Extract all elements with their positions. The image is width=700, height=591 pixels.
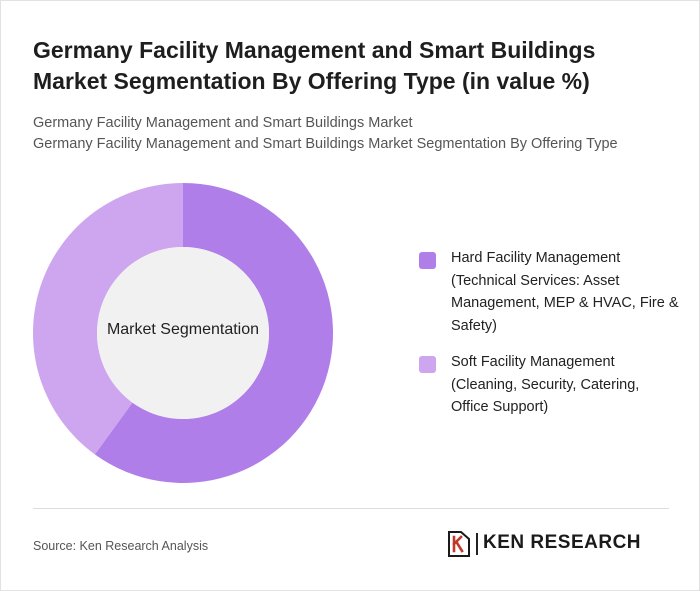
subtitle-line-1: Germany Facility Management and Smart Bu…	[33, 115, 413, 131]
donut-slice-2	[32, 183, 183, 455]
donut-center-label: Market Segmentation	[106, 321, 260, 338]
legend-swatch	[419, 252, 436, 269]
chart-legend: Hard Facility Management (Technical Serv…	[419, 247, 679, 433]
legend-label: Hard Facility Management (Technical Serv…	[451, 250, 679, 334]
legend-label: Soft Facility Management (Cleaning, Secu…	[451, 354, 640, 415]
logo-separator	[476, 533, 478, 555]
ken-research-logo: KEN RESEARCH	[447, 529, 671, 559]
source-note: Source: Ken Research Analysis	[33, 539, 209, 553]
ken-research-logo-icon	[448, 531, 470, 557]
logo-text: KEN RESEARCH	[483, 532, 642, 553]
donut-chart	[32, 183, 333, 483]
chart-title: Germany Facility Management and Smart Bu…	[33, 37, 596, 94]
footer-divider	[33, 508, 669, 509]
legend-swatch	[419, 356, 436, 373]
subtitle-line-2: Germany Facility Management and Smart Bu…	[33, 136, 618, 152]
donut-center	[97, 247, 269, 419]
chart-subtitle: Germany Facility Management and Smart Bu…	[33, 113, 683, 155]
legend-item-1: Hard Facility Management (Technical Serv…	[419, 247, 679, 337]
donut-slice-1	[94, 183, 333, 483]
legend-item-2: Soft Facility Management (Cleaning, Secu…	[419, 351, 679, 419]
